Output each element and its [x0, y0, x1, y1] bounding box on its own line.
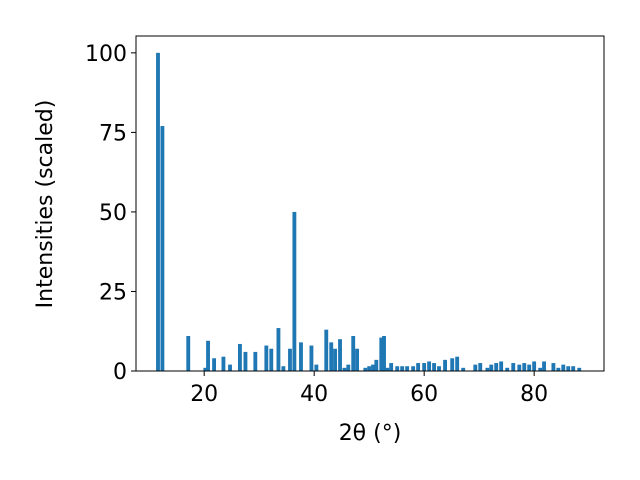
bar [314, 364, 319, 371]
x-tick-label: 40 [300, 382, 328, 407]
bar [355, 348, 360, 371]
bar [551, 363, 556, 371]
plot-frame [135, 35, 605, 372]
bar [333, 348, 338, 371]
bar [351, 336, 356, 371]
bar [505, 367, 510, 371]
bar [253, 351, 258, 371]
bar [238, 343, 242, 371]
bar [517, 364, 522, 371]
y-tick-label: 50 [99, 201, 127, 226]
x-tick-label: 20 [190, 382, 218, 407]
bar [422, 363, 427, 371]
y-tick-label: 25 [99, 280, 127, 305]
bar [405, 366, 410, 371]
bar [473, 364, 478, 371]
bar [400, 366, 405, 371]
y-tick-label: 75 [99, 121, 127, 146]
bar [228, 364, 232, 371]
bar [324, 329, 329, 371]
bar [416, 363, 421, 371]
bar [329, 342, 334, 371]
bar [389, 363, 394, 371]
bar [203, 367, 208, 371]
bar [494, 363, 499, 371]
bar [221, 356, 226, 371]
bar [566, 366, 571, 371]
bar [281, 366, 286, 371]
bar [160, 126, 165, 372]
bar [382, 336, 386, 371]
bar [450, 358, 455, 371]
bar [522, 363, 527, 371]
bar [443, 359, 447, 371]
bar [367, 366, 372, 371]
bar [571, 366, 576, 371]
bar [542, 361, 546, 371]
bar [485, 367, 490, 371]
bar [411, 366, 416, 371]
bar [292, 211, 297, 371]
bar [374, 359, 379, 371]
bar [532, 361, 537, 371]
y-tick-label: 100 [85, 42, 127, 67]
bar [432, 363, 436, 371]
bar [499, 361, 504, 371]
bar [299, 342, 303, 371]
bar [478, 363, 483, 371]
bar [371, 364, 375, 371]
bar [363, 367, 368, 371]
bar [511, 363, 516, 371]
bar [385, 367, 390, 371]
bar [206, 340, 210, 371]
x-tick-label: 60 [410, 382, 438, 407]
bar [338, 339, 342, 371]
x-tick-label: 80 [520, 382, 548, 407]
bar [264, 345, 269, 371]
bar [427, 361, 432, 371]
bar [379, 337, 384, 371]
bar [489, 364, 494, 371]
bar [276, 328, 281, 371]
bar [186, 336, 191, 371]
bar [309, 345, 314, 371]
bar [288, 348, 292, 371]
bar [455, 356, 460, 371]
bar [243, 351, 248, 371]
bar [269, 348, 274, 371]
bar [437, 366, 441, 371]
bar [212, 358, 217, 371]
bar [527, 364, 532, 371]
bar [538, 367, 543, 371]
bar [395, 366, 400, 371]
y-tick-label: 0 [113, 360, 127, 385]
bar [561, 364, 566, 371]
bar [156, 52, 160, 371]
bar [577, 367, 582, 371]
bar [556, 367, 561, 371]
x-axis-label: 2θ (°) [339, 421, 402, 446]
bar [346, 364, 351, 371]
bar [461, 367, 466, 371]
bar [342, 367, 347, 371]
y-axis-label: Intensities (scaled) [33, 100, 58, 309]
